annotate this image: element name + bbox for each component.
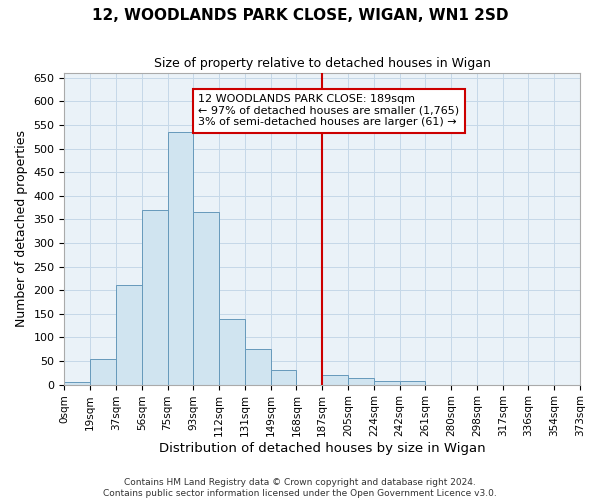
Bar <box>271 370 296 384</box>
Bar <box>400 381 425 384</box>
Bar <box>348 378 374 384</box>
Bar <box>90 358 116 384</box>
Bar <box>322 375 348 384</box>
Bar <box>116 286 142 384</box>
Y-axis label: Number of detached properties: Number of detached properties <box>15 130 28 328</box>
Title: Size of property relative to detached houses in Wigan: Size of property relative to detached ho… <box>154 58 491 70</box>
Bar <box>64 382 90 384</box>
Text: Contains HM Land Registry data © Crown copyright and database right 2024.
Contai: Contains HM Land Registry data © Crown c… <box>103 478 497 498</box>
Bar <box>142 210 167 384</box>
Bar <box>167 132 193 384</box>
Text: 12, WOODLANDS PARK CLOSE, WIGAN, WN1 2SD: 12, WOODLANDS PARK CLOSE, WIGAN, WN1 2SD <box>92 8 508 22</box>
Text: 12 WOODLANDS PARK CLOSE: 189sqm
← 97% of detached houses are smaller (1,765)
3% : 12 WOODLANDS PARK CLOSE: 189sqm ← 97% of… <box>199 94 460 128</box>
Bar <box>245 349 271 384</box>
Bar <box>193 212 219 384</box>
Bar <box>219 318 245 384</box>
X-axis label: Distribution of detached houses by size in Wigan: Distribution of detached houses by size … <box>159 442 485 455</box>
Bar <box>374 381 400 384</box>
